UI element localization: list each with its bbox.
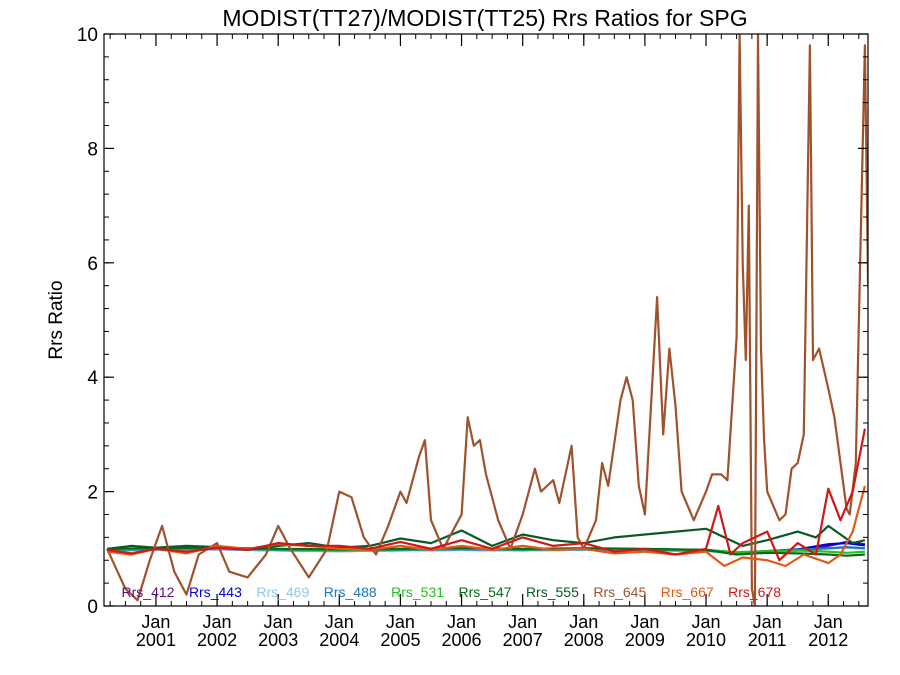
series-layer <box>106 34 868 606</box>
legend: Rrs_412 Rrs_443 Rrs_469 Rrs_488 Rrs_531 Rrs_5… <box>122 584 782 600</box>
x-tick-month-label: Jan <box>386 612 415 632</box>
legend-entry-rrs-488: Rrs_488 <box>324 584 377 600</box>
x-tick-year-label: 2011 <box>748 630 787 650</box>
series-line-rrs-645 <box>106 34 868 606</box>
x-tick-year-label: 2003 <box>258 630 298 650</box>
x-tick-year-label: 2006 <box>442 630 482 650</box>
x-tick-month-label: Jan <box>569 612 598 632</box>
chart-title: MODIST(TT27)/MODIST(TT25) Rrs Ratios for… <box>222 5 747 31</box>
series-line-rrs-678 <box>106 428 866 562</box>
x-tick-month-label: Jan <box>692 612 721 632</box>
x-tick-year-label: 2005 <box>380 630 420 650</box>
legend-entry-rrs-555: Rrs_555 <box>526 584 579 600</box>
x-tick-month-label: Jan <box>814 612 843 632</box>
legend-entry-rrs-531: Rrs_531 <box>391 584 444 600</box>
y-tick-label: 4 <box>87 368 98 389</box>
legend-entry-rrs-547: Rrs_547 <box>459 584 512 600</box>
x-tick-year-label: 2002 <box>197 630 237 650</box>
y-tick-label: 10 <box>77 25 98 46</box>
x-tick-year-label: 2012 <box>808 630 848 650</box>
legend-entry-rrs-667: Rrs_667 <box>661 584 714 600</box>
y-tick-label: 2 <box>87 483 98 504</box>
x-tick-year-label: 2004 <box>319 630 359 650</box>
x-tick-year-label: 2001 <box>136 630 176 650</box>
y-axis-label: Rrs Ratio <box>46 280 67 359</box>
x-tick-month-label: Jan <box>203 612 232 632</box>
legend-entry-rrs-443: Rrs_443 <box>189 584 242 600</box>
x-tick-month-label: Jan <box>264 612 293 632</box>
y-tick-label: 0 <box>87 597 98 618</box>
x-tick-month-label: Jan <box>325 612 354 632</box>
x-tick-month-label: Jan <box>141 612 170 632</box>
y-tick-label: 8 <box>87 139 98 160</box>
x-tick-year-label: 2007 <box>503 630 543 650</box>
x-tick-year-label: 2009 <box>625 630 665 650</box>
x-tick-month-label: Jan <box>753 612 782 632</box>
legend-entry-rrs-469: Rrs_469 <box>256 584 309 600</box>
series-line-rrs-667 <box>106 485 866 568</box>
legend-entry-rrs-412: Rrs_412 <box>122 584 175 600</box>
x-tick-month-label: Jan <box>508 612 537 632</box>
x-tick-year-label: 2010 <box>686 630 726 650</box>
legend-entry-rrs-678: Rrs_678 <box>728 584 781 600</box>
x-tick-month-label: Jan <box>447 612 476 632</box>
x-tick-month-label: Jan <box>630 612 659 632</box>
plot-frame <box>103 33 869 607</box>
y-tick-label: 6 <box>87 254 98 275</box>
axis-layer: 0246810Jan2001Jan2002Jan2003Jan2004Jan20… <box>77 25 868 650</box>
legend-entry-rrs-645: Rrs_645 <box>593 584 646 600</box>
x-tick-year-label: 2008 <box>564 630 604 650</box>
